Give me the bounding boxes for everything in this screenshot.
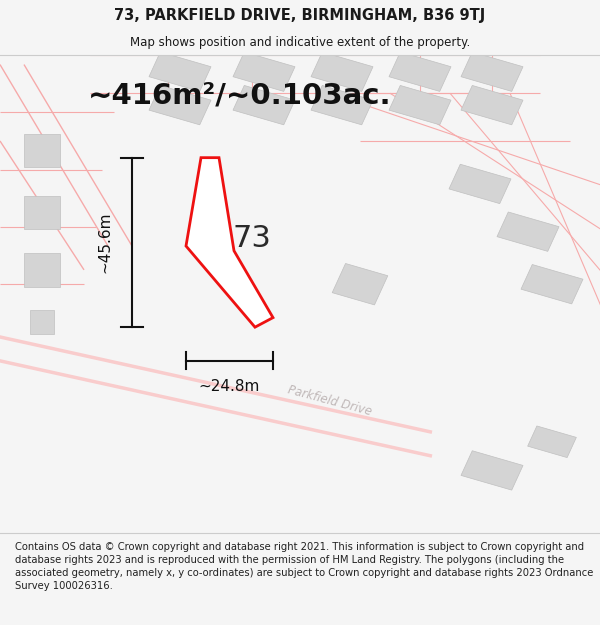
Polygon shape xyxy=(527,426,577,458)
Polygon shape xyxy=(461,52,523,91)
Polygon shape xyxy=(24,253,60,287)
Polygon shape xyxy=(332,264,388,305)
Text: ~24.8m: ~24.8m xyxy=(199,379,260,394)
Text: Parkfield Drive: Parkfield Drive xyxy=(287,384,373,419)
Text: ~416m²/~0.103ac.: ~416m²/~0.103ac. xyxy=(88,82,392,109)
Polygon shape xyxy=(149,52,211,91)
Text: 73, PARKFIELD DRIVE, BIRMINGHAM, B36 9TJ: 73, PARKFIELD DRIVE, BIRMINGHAM, B36 9TJ xyxy=(115,8,485,23)
Text: 73: 73 xyxy=(233,224,271,253)
Polygon shape xyxy=(186,158,273,327)
Polygon shape xyxy=(389,52,451,91)
Polygon shape xyxy=(24,196,60,229)
Polygon shape xyxy=(311,86,373,125)
Polygon shape xyxy=(149,86,211,125)
Polygon shape xyxy=(449,164,511,204)
Polygon shape xyxy=(461,86,523,125)
Text: Map shows position and indicative extent of the property.: Map shows position and indicative extent… xyxy=(130,36,470,49)
Polygon shape xyxy=(461,451,523,490)
Polygon shape xyxy=(497,212,559,251)
Polygon shape xyxy=(233,52,295,91)
Polygon shape xyxy=(521,264,583,304)
Polygon shape xyxy=(30,311,54,334)
Polygon shape xyxy=(389,86,451,125)
Polygon shape xyxy=(311,52,373,91)
Text: ~45.6m: ~45.6m xyxy=(97,212,113,273)
Polygon shape xyxy=(233,86,295,125)
Polygon shape xyxy=(24,134,60,168)
Text: Contains OS data © Crown copyright and database right 2021. This information is : Contains OS data © Crown copyright and d… xyxy=(15,542,593,591)
